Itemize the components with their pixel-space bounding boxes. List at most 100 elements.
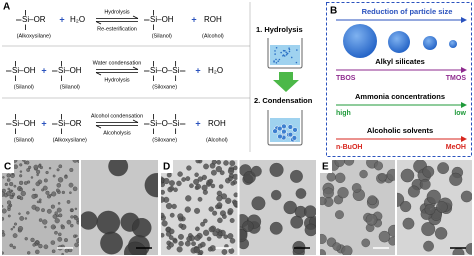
particle [215, 228, 221, 233]
particle [18, 212, 21, 215]
plus-sign: + [195, 118, 200, 128]
particle [32, 188, 36, 191]
particle [191, 241, 196, 247]
particle [225, 197, 232, 204]
particle [437, 162, 449, 175]
particle [44, 225, 47, 229]
particle [332, 242, 341, 251]
particle [250, 165, 262, 177]
particle [26, 211, 30, 215]
particle [161, 212, 165, 218]
particle [4, 182, 9, 187]
particle-icon [388, 31, 410, 53]
particle [57, 177, 64, 183]
particle [221, 249, 228, 255]
particle [39, 165, 43, 170]
bubble [277, 60, 280, 62]
particle [185, 195, 192, 202]
particle [320, 196, 327, 206]
particle [6, 200, 12, 205]
particle [2, 208, 7, 214]
particle [373, 161, 383, 171]
particle [216, 202, 223, 208]
bubble [283, 49, 286, 52]
particle [19, 187, 23, 192]
particle [14, 222, 17, 226]
bubble [275, 58, 277, 61]
particle [35, 249, 40, 255]
particle [108, 160, 129, 177]
particle [7, 214, 11, 218]
compound-name: (Silanol) [14, 84, 34, 90]
particle [55, 188, 60, 193]
particle [2, 232, 6, 237]
particle [20, 190, 26, 197]
step-label: 1. Hydrolysis [256, 25, 303, 34]
particle [54, 211, 58, 215]
particle [177, 171, 183, 177]
particle [426, 189, 441, 205]
panel-label: C [4, 162, 11, 173]
particle [54, 218, 60, 224]
particle [51, 191, 57, 197]
bubble [274, 50, 276, 52]
particle [39, 200, 42, 204]
formula: ROH [204, 15, 222, 24]
panel-label: A [3, 2, 10, 13]
particle [35, 181, 41, 187]
particle [227, 168, 235, 175]
particle [38, 243, 43, 249]
particle [10, 189, 14, 193]
particle [45, 190, 50, 195]
formula: H₂O [70, 15, 85, 24]
panel-label: B [330, 6, 337, 17]
compound-name: (Siloxane) [152, 137, 177, 143]
micrograph [397, 160, 472, 255]
bubble [281, 123, 287, 130]
bubble [272, 128, 278, 134]
particle [52, 214, 58, 219]
particle [76, 238, 79, 244]
micrograph [320, 160, 395, 255]
particle [30, 237, 35, 242]
bubble [288, 50, 291, 53]
particle [223, 160, 229, 166]
particle [48, 167, 52, 170]
particle [70, 223, 74, 228]
compound-name: (Siloxane) [152, 84, 177, 90]
factor-name: Alkyl silicates [375, 57, 425, 66]
particle [43, 244, 49, 250]
bubble [286, 52, 289, 55]
bubble [295, 61, 298, 64]
particle [365, 213, 378, 226]
particle [177, 213, 184, 220]
particle [168, 235, 174, 240]
particle [335, 210, 344, 220]
compound-name: (Silanol) [152, 33, 172, 39]
particle [419, 178, 431, 190]
particle [10, 228, 13, 231]
particle [12, 245, 16, 250]
particle [233, 200, 238, 207]
particle [341, 245, 353, 255]
particle [169, 185, 175, 191]
plus-sign: + [41, 65, 46, 75]
particle [271, 189, 282, 201]
particle [193, 246, 200, 254]
particle [335, 172, 346, 184]
particle [194, 234, 201, 241]
particle [161, 189, 165, 195]
particle [50, 240, 56, 245]
particle [195, 160, 201, 164]
particle [344, 160, 355, 166]
particle [25, 160, 30, 165]
particle [320, 249, 326, 255]
particle [144, 173, 158, 198]
particle [76, 220, 79, 225]
particle [218, 184, 224, 189]
bubble [277, 125, 283, 132]
compound-name: (Alkoxysilane) [17, 33, 51, 39]
bubble [291, 135, 298, 141]
particle [186, 236, 192, 242]
particle [173, 239, 178, 244]
